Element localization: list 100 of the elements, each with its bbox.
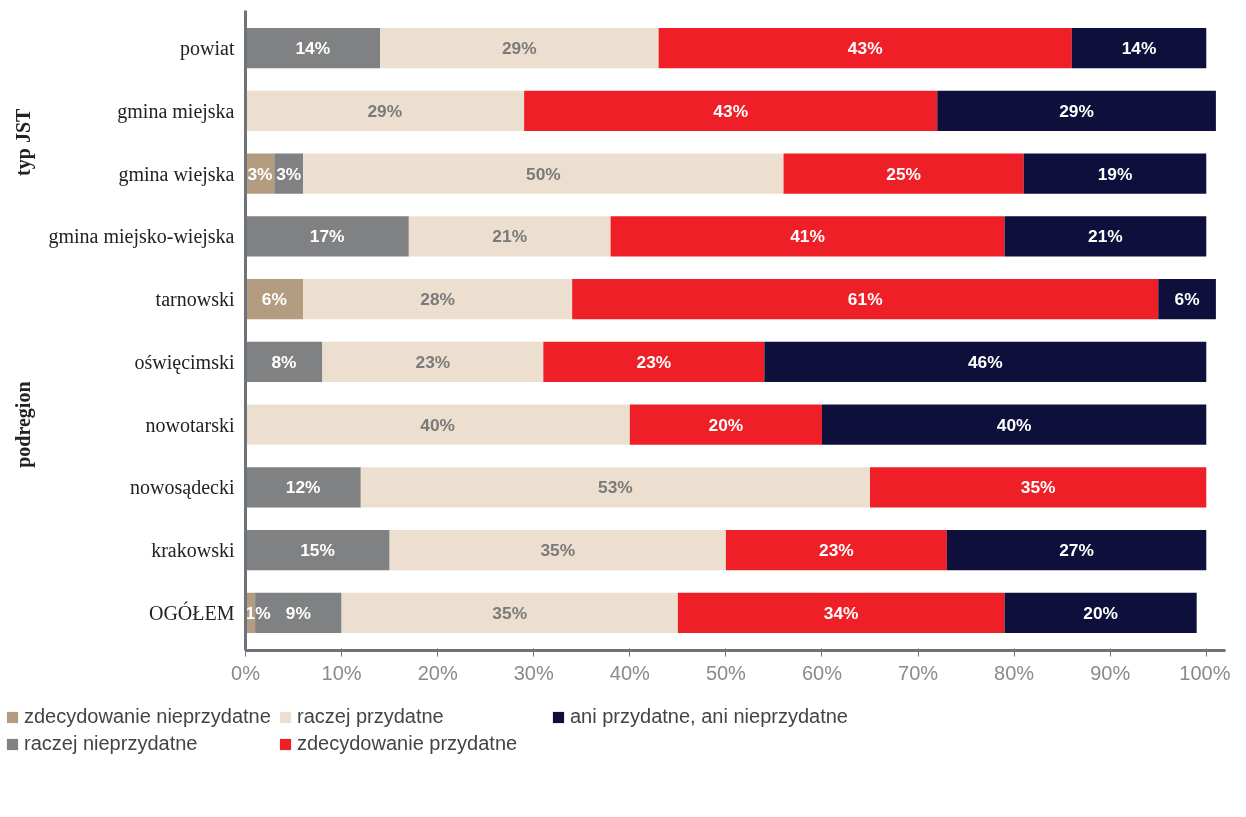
data-label: 43% — [713, 100, 749, 121]
data-label: 25% — [886, 163, 921, 184]
data-label: 1% — [245, 602, 271, 623]
data-label: 23% — [636, 351, 672, 372]
x-tick-label: 30% — [513, 661, 554, 684]
data-label: 21% — [1088, 226, 1123, 247]
data-label: 27% — [1059, 540, 1094, 561]
bar — [389, 530, 726, 571]
bar — [572, 279, 1159, 320]
bar — [677, 592, 1005, 633]
y-tick-label: gmina miejsko-wiejska — [48, 225, 235, 249]
data-label: 34% — [823, 602, 859, 623]
bar — [1004, 216, 1207, 257]
data-label: 3% — [276, 163, 302, 184]
data-label: 17% — [309, 226, 345, 247]
data-label: 35% — [1020, 477, 1056, 498]
bar — [245, 404, 630, 445]
y-tick-label: gmina miejska — [117, 99, 235, 123]
data-label: 28% — [420, 289, 455, 310]
data-label: 12% — [285, 477, 321, 498]
data-label: 23% — [819, 540, 854, 561]
legend-label: raczej przydatne — [297, 705, 445, 728]
bar — [543, 341, 765, 382]
bar — [629, 404, 822, 445]
legend-label: raczej nieprzydatne — [24, 732, 199, 755]
x-tick-label: 0% — [231, 661, 261, 684]
x-tick-label: 10% — [321, 661, 362, 684]
bar — [245, 341, 323, 382]
bar — [245, 28, 381, 69]
data-label: 41% — [790, 226, 825, 247]
bar — [821, 404, 1207, 445]
bar — [303, 279, 573, 320]
legend-label: zdecydowanie nieprzydatne — [24, 705, 272, 728]
y-tick-label: powiat — [180, 37, 235, 61]
data-label: 21% — [492, 226, 528, 247]
x-tick-label: 70% — [898, 661, 939, 684]
data-label: 35% — [540, 540, 576, 561]
data-label: 43% — [847, 38, 883, 59]
data-label: 61% — [847, 289, 883, 310]
data-label: 29% — [367, 100, 403, 121]
bar — [1004, 592, 1197, 633]
bar — [408, 216, 611, 257]
y-tick-label: krakowski — [151, 539, 235, 562]
bar — [524, 90, 938, 131]
bar — [341, 592, 678, 633]
x-tick-label: 80% — [994, 661, 1035, 684]
data-label: 6% — [261, 289, 287, 310]
data-label: 29% — [1059, 100, 1094, 121]
bar — [764, 341, 1207, 382]
data-label: 9% — [285, 602, 311, 623]
bar — [245, 90, 525, 131]
bar — [360, 467, 871, 508]
legend-label: zdecydowanie przydatne — [297, 732, 519, 755]
y-tick-label: oświęcimski — [134, 350, 235, 374]
data-label: 20% — [1083, 602, 1118, 623]
bar — [725, 530, 947, 571]
bar — [303, 153, 784, 194]
bar — [937, 90, 1216, 131]
bar — [658, 28, 1072, 69]
data-label: 6% — [1174, 289, 1200, 310]
x-tick-label: 20% — [417, 661, 458, 684]
data-label: 3% — [247, 163, 273, 184]
x-tick-label: 60% — [801, 661, 843, 684]
data-label: 19% — [1097, 163, 1133, 184]
data-label: 15% — [300, 540, 335, 561]
data-label: 14% — [295, 38, 331, 59]
data-label: 35% — [492, 602, 528, 623]
text: podregion — [12, 381, 35, 468]
data-label: 46% — [967, 351, 1003, 372]
bar — [380, 28, 659, 69]
legend-label: ani przydatne, ani nieprzydatne — [570, 705, 848, 728]
bar — [610, 216, 1005, 257]
x-tick-label: 50% — [705, 661, 747, 684]
bar — [322, 341, 544, 382]
data-label: 40% — [420, 414, 455, 435]
data-label: 29% — [501, 38, 537, 59]
text: typ JST — [12, 107, 35, 176]
y-tick-label: gmina wiejska — [118, 162, 235, 186]
bar — [1071, 28, 1207, 69]
data-label: 23% — [415, 351, 451, 372]
y-tick-label: tarnowski — [155, 288, 235, 311]
y-tick-label: nowosądecki — [130, 476, 235, 500]
bar — [1158, 279, 1216, 320]
y-tick-label: OGÓŁEM — [148, 600, 235, 624]
x-tick-label: 100% — [1179, 661, 1231, 684]
bar — [245, 530, 390, 571]
bar — [783, 153, 1024, 194]
y-tick-label: nowotarski — [145, 413, 235, 436]
data-label: 14% — [1121, 38, 1157, 59]
x-tick-label: 40% — [609, 661, 651, 684]
bar — [870, 467, 1207, 508]
data-label: 53% — [598, 477, 633, 498]
data-label: 40% — [996, 414, 1032, 435]
bar — [1023, 153, 1207, 194]
bar — [946, 530, 1207, 571]
data-label: 8% — [271, 351, 297, 372]
bar — [245, 467, 361, 508]
bar — [245, 216, 409, 257]
data-label: 50% — [526, 163, 561, 184]
data-label: 20% — [708, 414, 744, 435]
